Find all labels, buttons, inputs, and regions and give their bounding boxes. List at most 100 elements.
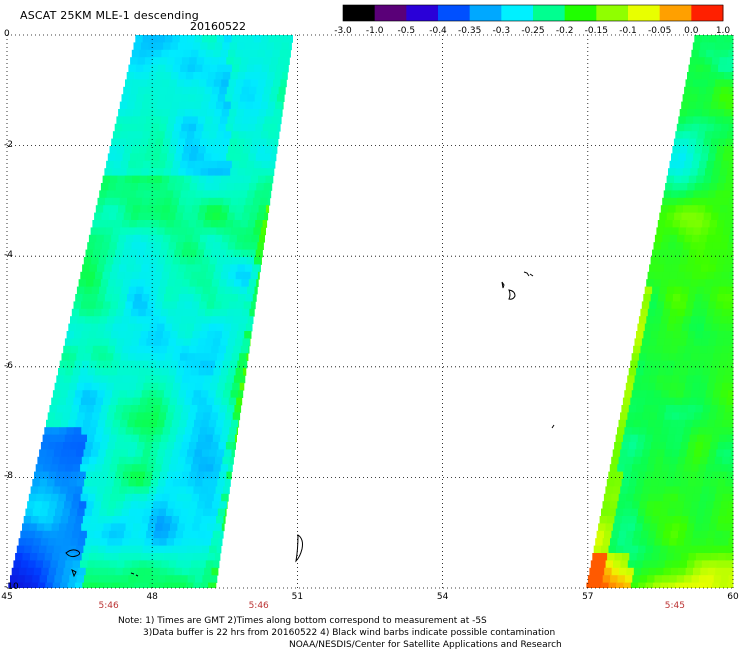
- data-cell: [664, 301, 672, 310]
- data-cell: [149, 419, 158, 428]
- data-cell: [260, 197, 269, 206]
- data-cell: [706, 86, 715, 95]
- data-cell: [666, 479, 674, 487]
- data-cell: [202, 64, 211, 73]
- data-cell: [157, 353, 166, 361]
- data-cell: [120, 419, 128, 428]
- data-cell: [159, 567, 168, 576]
- data-cell: [65, 368, 74, 376]
- data-cell: [174, 57, 183, 65]
- data-cell: [82, 516, 91, 524]
- data-cell: [127, 197, 135, 206]
- data-cell: [225, 316, 234, 324]
- data-cell: [130, 279, 139, 287]
- colorbar-segment: [343, 5, 376, 21]
- data-cell: [109, 242, 118, 250]
- data-cell: [92, 345, 101, 354]
- data-cell: [264, 116, 273, 125]
- data-cell: [233, 442, 236, 450]
- data-cell: [215, 168, 224, 176]
- data-cell: [166, 123, 175, 132]
- data-cell: [178, 390, 187, 398]
- data-cell: [259, 234, 265, 243]
- data-cell: [693, 338, 702, 347]
- data-cell: [651, 479, 659, 487]
- colorbar-segment: [374, 5, 407, 21]
- data-cell: [282, 72, 288, 80]
- data-cell: [252, 264, 261, 273]
- data-cell: [697, 508, 705, 517]
- data-cell: [229, 360, 238, 369]
- data-cell: [639, 427, 647, 435]
- data-cell: [692, 271, 700, 280]
- data-cell: [115, 279, 124, 287]
- data-cell: [701, 412, 710, 421]
- data-cell: [639, 538, 648, 546]
- data-cell: [708, 412, 717, 421]
- data-cell: [164, 419, 173, 428]
- data-cell: [695, 479, 704, 487]
- data-cell: [121, 412, 130, 421]
- data-cell: [123, 501, 132, 509]
- data-cell: [688, 64, 697, 73]
- data-cell: [92, 442, 101, 450]
- data-cell: [68, 516, 76, 524]
- data-cell: [213, 146, 221, 154]
- data-cell: [224, 382, 233, 391]
- data-cell: [262, 190, 270, 199]
- data-cell: [161, 338, 169, 347]
- data-cell: [195, 316, 204, 324]
- data-cell: [648, 419, 656, 428]
- data-cell: [602, 538, 611, 546]
- data-cell: [672, 486, 680, 495]
- data-cell: [194, 419, 202, 428]
- data-cell: [110, 493, 118, 502]
- data-cell: [236, 79, 244, 88]
- data-cell: [175, 530, 184, 539]
- data-cell: [76, 449, 84, 458]
- data-cell: [185, 360, 194, 369]
- data-cell: [655, 530, 664, 539]
- data-cell: [131, 338, 140, 347]
- data-cell: [167, 405, 176, 413]
- data-cell: [703, 286, 712, 295]
- island-outline: [508, 289, 516, 300]
- data-cell: [207, 553, 216, 561]
- data-cell: [724, 72, 732, 80]
- data-cell: [687, 294, 696, 302]
- data-cell: [99, 220, 108, 228]
- data-cell: [125, 205, 134, 213]
- data-cell: [290, 35, 293, 43]
- data-cell: [183, 49, 192, 58]
- data-cell: [211, 471, 220, 480]
- data-cell: [708, 227, 716, 236]
- data-cell: [239, 64, 248, 73]
- data-cell: [95, 301, 104, 310]
- data-cell: [623, 582, 632, 588]
- data-cell: [634, 449, 643, 458]
- data-cell: [82, 294, 91, 302]
- data-cell: [710, 101, 719, 110]
- data-cell: [615, 471, 624, 480]
- data-cell: [624, 538, 633, 546]
- data-cell: [144, 316, 152, 324]
- data-cell: [617, 501, 626, 509]
- data-cell: [709, 183, 718, 191]
- data-cell: [722, 42, 731, 51]
- data-cell: [63, 567, 72, 576]
- data-cell: [157, 227, 165, 236]
- data-cell: [175, 116, 184, 125]
- data-cell: [64, 501, 72, 509]
- data-cell: [140, 523, 149, 532]
- data-cell: [121, 575, 129, 583]
- data-cell: [104, 582, 113, 588]
- data-cell: [276, 64, 285, 73]
- data-cell: [214, 427, 223, 435]
- data-cell: [108, 375, 116, 384]
- data-cell: [192, 42, 201, 51]
- data-cell: [675, 279, 684, 287]
- data-cell: [684, 123, 692, 132]
- data-cell: [220, 368, 229, 376]
- data-cell: [674, 397, 683, 406]
- data-cell: [704, 397, 713, 406]
